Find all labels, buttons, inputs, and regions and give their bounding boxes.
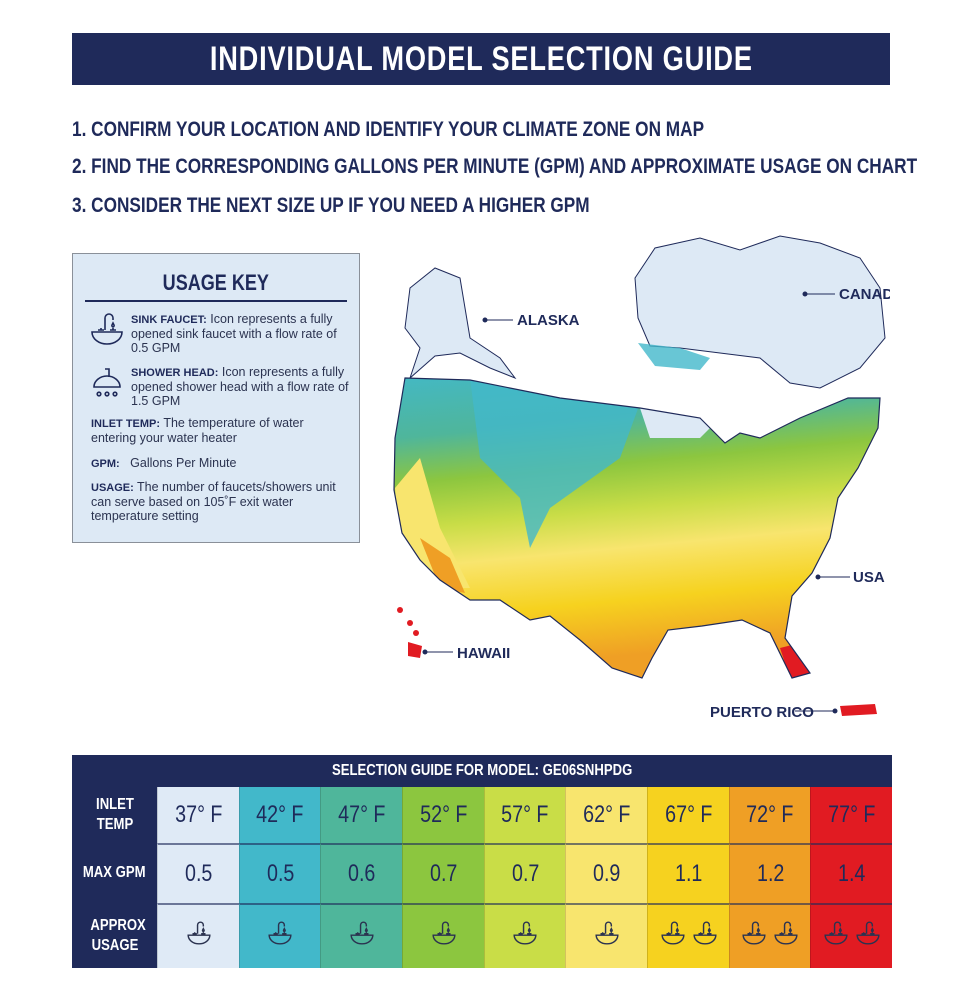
climate-zone-map: ALASKA CANADA USA HAWAII PUERTO RICO (393, 235, 890, 721)
max-gpm-cell: 0.7 (483, 843, 566, 903)
key-item-usage: USAGE: The number of faucets/showers uni… (91, 480, 336, 523)
inlet-temp-value: 67° F (664, 801, 713, 828)
step-1: 1. CONFIRM YOUR LOCATION AND IDENTIFY YO… (72, 118, 705, 141)
max-gpm-value: 0.6 (348, 860, 376, 887)
shower-head-icon (93, 368, 121, 397)
usage-key: USAGE KEY SINK FAUCET: Icon represents a… (72, 253, 360, 543)
approx-usage-cell (483, 903, 566, 968)
row-label-inlet-temp: INLET TEMP (95, 796, 134, 833)
sink-faucet-icon (855, 918, 881, 955)
max-gpm-cell: 0.5 (238, 843, 321, 903)
sink-faucet-icon (594, 918, 620, 955)
max-gpm-value: 1.2 (756, 860, 784, 887)
approx-usage-cell (728, 903, 811, 968)
inlet-temp-value: 37° F (174, 801, 223, 828)
key-item-inlet: INLET TEMP: The temperature of water ent… (91, 416, 304, 445)
sink-faucet-icon (91, 313, 123, 345)
approx-usage-cell (157, 903, 240, 968)
inlet-temp-value: 77° F (828, 801, 876, 828)
approx-usage-cell (565, 903, 648, 968)
inlet-temp-value: 42° F (256, 801, 304, 828)
approx-usage-cell (810, 903, 893, 968)
max-gpm-cell: 1.1 (647, 843, 730, 903)
sink-faucet-icon (692, 918, 718, 955)
inlet-temp-cell: 72° F (728, 787, 811, 843)
inlet-temp-cell: 77° F (810, 787, 893, 843)
max-gpm-value: 0.5 (184, 860, 213, 887)
page-title: INDIVIDUAL MODEL SELECTION GUIDE (72, 33, 890, 85)
inlet-temp-value: 57° F (501, 801, 549, 828)
max-gpm-value: 0.7 (429, 860, 458, 887)
sink-faucet-icon (512, 918, 538, 955)
sink-faucet-icon (823, 918, 849, 955)
step-2: 2. FIND THE CORRESPONDING GALLONS PER MI… (72, 155, 918, 178)
max-gpm-cell: 0.6 (320, 843, 403, 903)
table-header: SELECTION GUIDE FOR MODEL: GE06SNHPDG (331, 762, 633, 779)
approx-usage-cell (238, 903, 321, 968)
sink-faucet-icon (660, 918, 686, 955)
label-canada: CANADA (839, 286, 890, 303)
inlet-temp-cell: 52° F (402, 787, 485, 843)
approx-usage-cell (402, 903, 485, 968)
max-gpm-cell: 0.7 (402, 843, 485, 903)
sink-faucet-icon (431, 918, 457, 955)
key-item-shower: SHOWER HEAD: Icon represents a fully ope… (131, 365, 349, 408)
canada-zone (638, 343, 710, 370)
label-hawaii: HAWAII (457, 645, 510, 662)
inlet-temp-value: 52° F (419, 801, 468, 828)
inlet-temp-cell: 47° F (320, 787, 403, 843)
title-text: INDIVIDUAL MODEL SELECTION GUIDE (209, 39, 753, 78)
inlet-temp-value: 72° F (746, 801, 794, 828)
alaska-shape (404, 267, 517, 380)
sink-faucet-icon (741, 918, 767, 955)
max-gpm-value: 1.4 (838, 860, 866, 887)
max-gpm-value: 0.5 (266, 860, 294, 887)
inlet-temp-cell: 42° F (238, 787, 321, 843)
max-gpm-value: 1.1 (674, 860, 703, 887)
key-item-sink: SINK FAUCET: Icon represents a fully ope… (131, 312, 337, 355)
step-3: 3. CONSIDER THE NEXT SIZE UP IF YOU NEED… (72, 194, 590, 217)
sink-faucet-icon (349, 918, 375, 955)
max-gpm-cell: 0.5 (157, 843, 240, 903)
inlet-temp-cell: 37° F (157, 787, 240, 843)
approx-usage-cell (647, 903, 730, 968)
row-label-max-gpm: MAX GPM (83, 864, 146, 881)
sink-faucet-icon (186, 918, 212, 955)
max-gpm-cell: 0.9 (565, 843, 648, 903)
sink-faucet-icon (267, 918, 293, 955)
sink-faucet-icon (773, 918, 799, 955)
divider (85, 300, 347, 302)
inlet-temp-value: 62° F (583, 801, 631, 828)
label-puerto-rico: PUERTO RICO (710, 704, 814, 721)
usa-zones (394, 378, 880, 678)
max-gpm-value: 0.7 (511, 860, 539, 887)
label-usa: USA (853, 569, 885, 586)
hawaii-shape (397, 607, 422, 658)
row-label-approx-usage: APPROX USAGE (89, 916, 146, 954)
max-gpm-value: 0.9 (593, 860, 621, 887)
label-alaska: ALASKA (517, 312, 580, 329)
inlet-temp-cell: 57° F (483, 787, 566, 843)
max-gpm-cell: 1.2 (728, 843, 811, 903)
inlet-temp-cell: 67° F (647, 787, 730, 843)
key-item-gpm: GPM: Gallons Per Minute (91, 456, 237, 470)
selection-guide-table: SELECTION GUIDE FOR MODEL: GE06SNHPDG IN… (72, 755, 893, 968)
approx-usage-cell (320, 903, 403, 968)
inlet-temp-cell: 62° F (565, 787, 648, 843)
max-gpm-cell: 1.4 (810, 843, 893, 903)
usage-key-title: USAGE KEY (162, 270, 270, 295)
puerto-rico-shape (840, 704, 877, 716)
inlet-temp-value: 47° F (338, 801, 386, 828)
